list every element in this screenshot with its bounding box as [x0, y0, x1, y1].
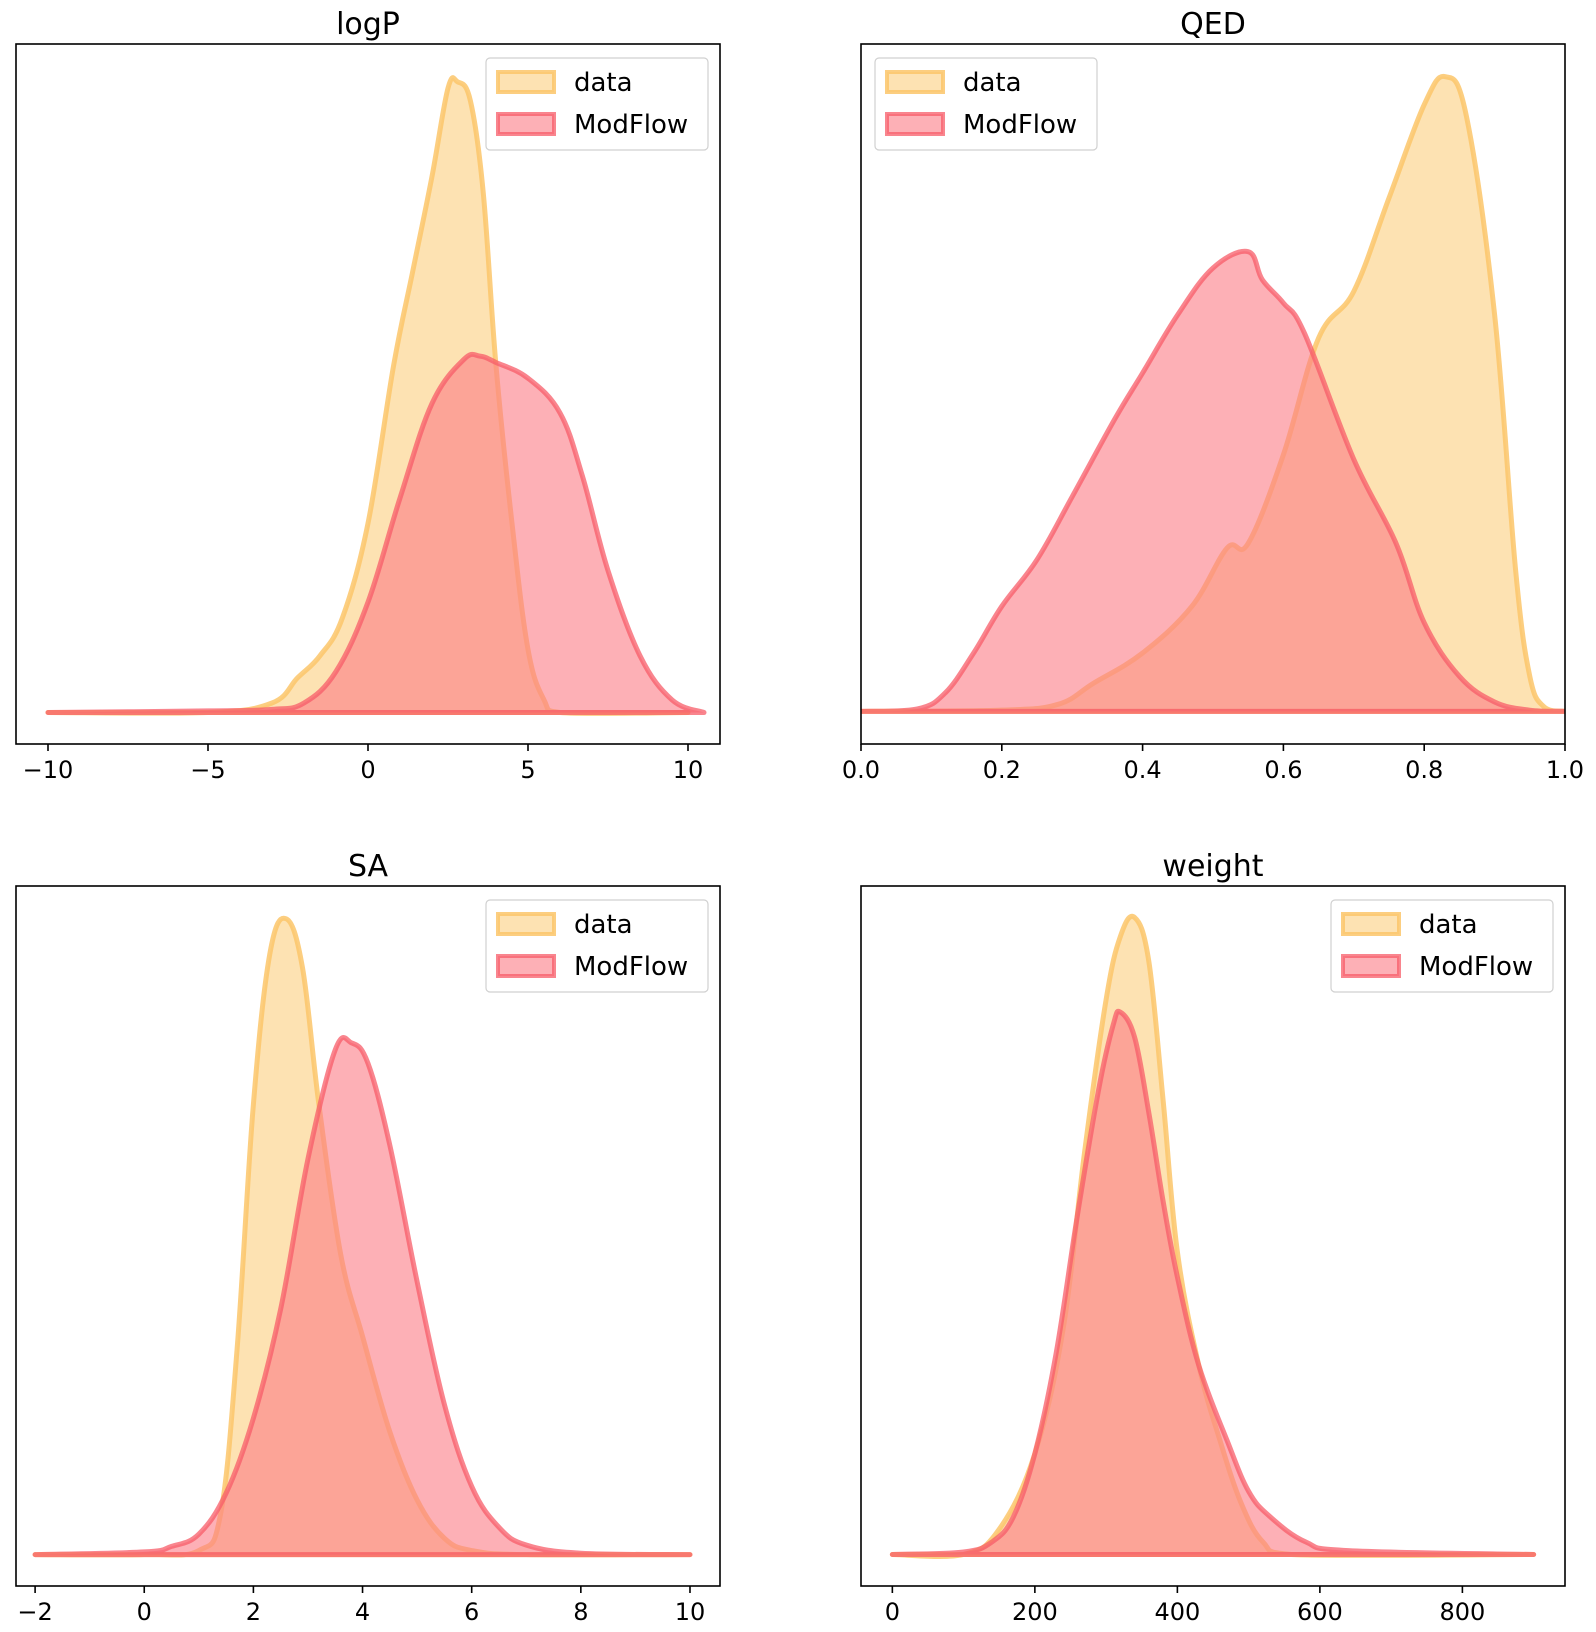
- chart-title: weight: [1162, 849, 1263, 884]
- axes-frame: [15, 885, 721, 1587]
- chart-panel-weight: weight 0 200 400 600 800 data ModFlow: [860, 849, 1566, 1626]
- legend-swatch-data: [1341, 912, 1401, 936]
- area-modflow-qed: [861, 251, 1565, 712]
- legend: data ModFlow: [485, 899, 709, 993]
- x-tick-label: 2: [246, 1598, 261, 1626]
- x-tick-label: 4: [355, 1598, 370, 1626]
- legend-label-modflow: ModFlow: [963, 110, 1077, 140]
- x-tick-label: 800: [1439, 1598, 1485, 1626]
- x-tick-label: 0: [137, 1598, 152, 1626]
- x-tick-label: 10: [673, 756, 704, 784]
- line-modflow-sa: [32, 1035, 693, 1558]
- legend-label-modflow: ModFlow: [1419, 952, 1533, 982]
- x-tick-label: −5: [190, 756, 225, 784]
- chart-panel-logp: logP −10 −5 0 5 10 data ModFlow: [15, 7, 721, 784]
- x-tick-label: 0.4: [1124, 756, 1162, 784]
- legend-label-data: data: [1419, 910, 1478, 940]
- chart-title: SA: [348, 849, 389, 884]
- line-modflow-weight: [889, 1008, 1537, 1557]
- chart-title: logP: [336, 7, 400, 42]
- legend-label-modflow: ModFlow: [574, 952, 688, 982]
- chart-title: QED: [1180, 7, 1246, 42]
- line-modflow-qed: [861, 248, 1565, 714]
- legend-label-modflow: ModFlow: [574, 110, 688, 140]
- chart-panel-qed: QED 0.0 0.2 0.4 0.6 0.8 1.0 data ModFlow: [842, 7, 1584, 784]
- x-tick-label: 10: [675, 1598, 706, 1626]
- x-tick-label: 0: [885, 1598, 900, 1626]
- x-tick-label: 6: [464, 1598, 479, 1626]
- x-tick-label: 8: [573, 1598, 588, 1626]
- legend: data ModFlow: [485, 57, 709, 151]
- legend-swatch-modflow: [496, 112, 556, 136]
- legend-swatch-data: [885, 70, 945, 94]
- legend-label-data: data: [574, 68, 633, 98]
- legend: data ModFlow: [874, 57, 1098, 151]
- area-data-logp: [48, 77, 688, 714]
- x-tick-label: 600: [1297, 1598, 1343, 1626]
- x-tick-label: 0.2: [983, 756, 1021, 784]
- area-modflow-sa: [35, 1037, 690, 1555]
- x-tick-label: 0.8: [1405, 756, 1443, 784]
- area-modflow-weight: [892, 1011, 1534, 1555]
- x-tick-label: 0.6: [1264, 756, 1302, 784]
- line-modflow-logp: [45, 351, 707, 715]
- legend-label-data: data: [963, 68, 1022, 98]
- legend: data ModFlow: [1330, 899, 1554, 993]
- axes-frame: [860, 885, 1566, 1587]
- x-tick-label: 0: [360, 756, 375, 784]
- legend-swatch-data: [496, 70, 556, 94]
- legend-swatch-modflow: [885, 112, 945, 136]
- x-tick-label: 1.0: [1546, 756, 1584, 784]
- x-tick-label: 200: [1012, 1598, 1058, 1626]
- chart-panel-sa: SA −2 0 2 4 6 8 10 data ModFlow: [15, 849, 721, 1626]
- legend-label-data: data: [574, 910, 633, 940]
- x-tick-label: 0.0: [842, 756, 880, 784]
- legend-swatch-modflow: [496, 954, 556, 978]
- x-tick-label: 5: [520, 756, 535, 784]
- axes-frame: [860, 43, 1566, 745]
- legend-swatch-modflow: [1341, 954, 1401, 978]
- x-tick-label: 400: [1154, 1598, 1200, 1626]
- legend-swatch-data: [496, 912, 556, 936]
- x-tick-label: −10: [23, 756, 74, 784]
- area-modflow-logp: [48, 354, 704, 713]
- x-tick-label: −2: [17, 1598, 52, 1626]
